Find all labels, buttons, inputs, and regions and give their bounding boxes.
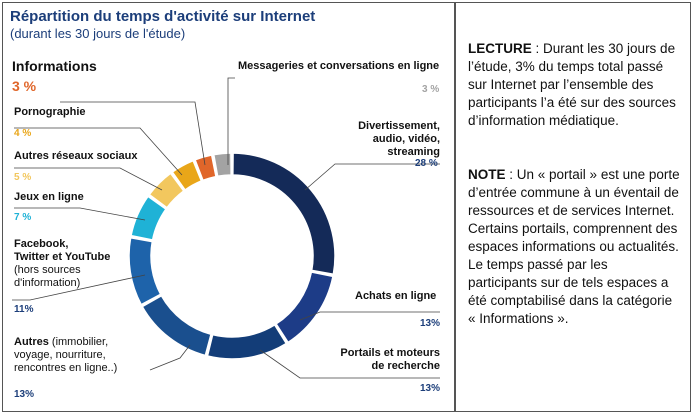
- chart-subtitle: (durant les 30 jours de l'étude): [10, 26, 186, 41]
- panel-divider: [454, 2, 456, 412]
- label-divertissement: Divertissement, audio, vidéo, streaming: [358, 120, 440, 158]
- pct-achats: 13%: [420, 318, 441, 329]
- donut-slice: [275, 271, 334, 344]
- label-portails: Portails et moteurs de recherche: [340, 347, 440, 372]
- donut-chart: [12, 77, 440, 379]
- donut-slice: [194, 154, 217, 182]
- label-jeux: Jeux en ligne: [14, 191, 84, 203]
- leader-line: [60, 101, 206, 166]
- note-text: NOTE : Un « portail » est une porte d’en…: [468, 167, 680, 326]
- leader-line: [259, 349, 440, 379]
- donut-slice: [206, 323, 288, 360]
- leader-line: [299, 311, 440, 321]
- leader-line: [14, 127, 183, 176]
- pct-pornographie: 4 %: [14, 128, 32, 139]
- pct-divertissement: 28 %: [415, 158, 438, 169]
- leader-line: [14, 167, 163, 191]
- chart-title: Répartition du temps d'activité sur Inte…: [10, 8, 316, 25]
- label-achats: Achats en ligne: [355, 290, 437, 302]
- leader-line: [14, 207, 146, 221]
- leader-lines: [12, 77, 440, 379]
- donut-slice: [171, 159, 203, 192]
- label-pornographie: Pornographie: [14, 106, 86, 118]
- pct-jeux: 7 %: [14, 212, 32, 223]
- donut-slice: [141, 294, 212, 357]
- label-informations: Informations: [12, 58, 97, 74]
- leader-line: [304, 163, 440, 191]
- label-facebook: Facebook, Twitter et YouTube (hors sources…: [14, 238, 111, 289]
- leader-line: [227, 77, 235, 165]
- label-autres-reseaux: Autres réseaux sociaux: [14, 150, 138, 162]
- label-autres: Autres (immobilier, voyage, nourriture, re…: [14, 336, 118, 374]
- label-messageries: Messageries et conversations en ligne: [238, 60, 440, 72]
- pct-autres-reseaux: 5 %: [14, 172, 32, 183]
- figure-frame: [2, 2, 691, 412]
- pct-facebook: 11%: [14, 304, 34, 315]
- donut-slice: [212, 152, 232, 178]
- pct-informations: 3 %: [12, 78, 37, 94]
- lecture-note: LECTURE : Durant les 30 jours de l’étude…: [468, 41, 676, 128]
- donut-slices: [128, 152, 336, 360]
- leader-line: [12, 274, 146, 301]
- pct-portails: 13%: [420, 383, 441, 394]
- pct-messageries: 3 %: [422, 84, 440, 95]
- leader-line: [149, 344, 191, 371]
- donut-slice: [128, 236, 162, 306]
- pct-autres: 13%: [14, 389, 35, 400]
- donut-slice: [130, 195, 168, 241]
- donut-slice: [232, 152, 336, 276]
